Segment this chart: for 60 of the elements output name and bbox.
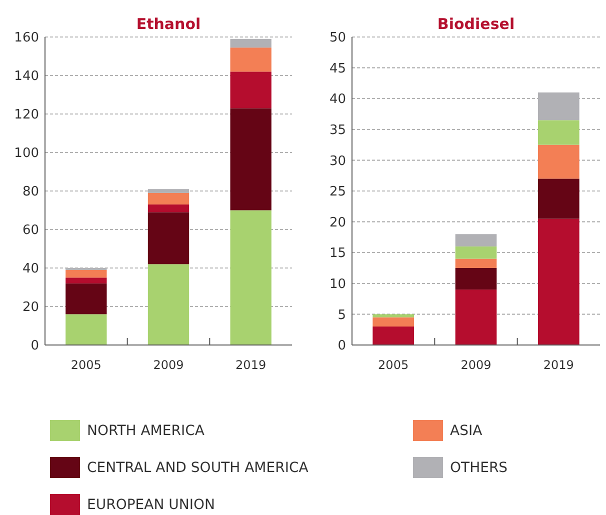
bar [538,120,580,145]
x-tick-label: 2005 [70,358,102,372]
y-tick-label: 40 [22,262,39,277]
bar [148,212,190,264]
bar [538,144,580,179]
bar [455,246,497,259]
bar [66,278,107,284]
bar [148,192,190,204]
y-tick-label: 50 [329,30,346,46]
bar [148,264,190,345]
y-tick-label: 100 [14,146,39,162]
legend-label: OTHERS [450,460,508,476]
y-tick-label: 35 [329,122,346,138]
chart-title: Ethanol [136,15,201,33]
y-tick-label: 45 [329,61,346,76]
bar [230,108,272,210]
y-tick-label: 5 [338,308,346,323]
legend-label: CENTRAL AND SOUTH AMERICA [87,460,309,476]
y-tick-label: 0 [30,338,39,354]
y-tick-label: 80 [22,184,39,200]
x-tick-label: 2019 [543,358,574,372]
bar [230,38,272,48]
bar [538,218,580,345]
y-tick-label: 140 [14,69,39,84]
y-tick-label: 30 [329,154,346,169]
bar [538,92,580,120]
bar [455,234,497,246]
bar [372,317,414,327]
y-tick-label: 25 [329,184,346,200]
bar [66,314,107,345]
bar [230,48,272,72]
y-tick-label: 20 [22,300,39,316]
y-tick-label: 0 [338,338,346,354]
bar [455,290,497,345]
bar [455,258,497,268]
bar [230,72,272,108]
bar [372,314,414,318]
y-tick-label: 60 [22,223,39,238]
y-tick-label: 160 [14,30,39,46]
x-tick-label: 2009 [460,358,492,372]
bar [148,189,190,193]
legend-label: NORTH AMERICA [87,422,205,439]
y-tick-label: 40 [329,92,346,108]
chart-title: Biodiesel [437,15,515,33]
y-tick-label: 15 [329,246,346,262]
y-tick-label: 20 [329,215,346,230]
x-tick-label: 2005 [378,358,409,372]
bar [455,268,497,290]
y-tick-label: 120 [14,108,39,123]
bar [372,326,414,345]
x-tick-label: 2009 [153,358,184,372]
bar [66,283,107,314]
legend-label: ASIA [450,422,483,439]
x-tick-label: 2019 [236,358,266,372]
legend-label: EUROPEAN UNION [87,496,215,513]
y-tick-label: 10 [329,276,346,292]
bar [148,204,190,212]
bar [66,270,107,278]
bar [538,178,580,219]
bar [230,210,272,345]
